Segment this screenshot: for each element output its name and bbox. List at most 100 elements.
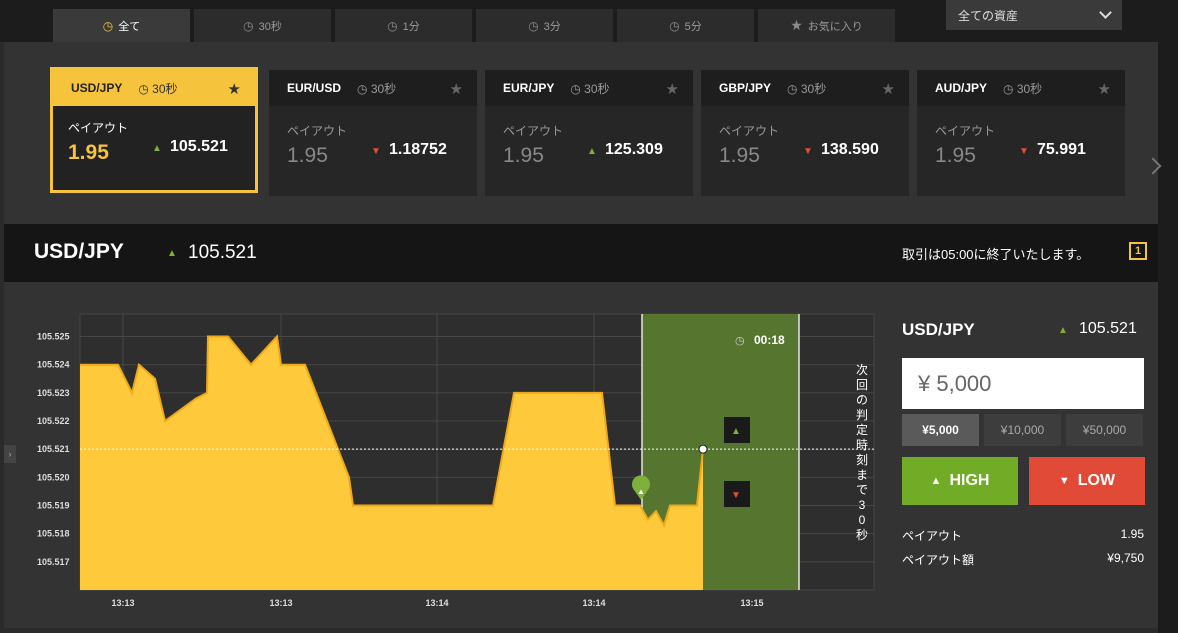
quick-amount-5000[interactable]: ¥5,000	[902, 414, 979, 446]
card-time: ◷ 30秒	[1003, 81, 1043, 96]
tab-label: 30秒	[258, 20, 282, 33]
arrow-down-icon: ▼	[1058, 475, 1070, 487]
vertical-text-char: 0	[859, 513, 866, 527]
clock-icon: ◷	[669, 18, 680, 33]
low-indicator	[724, 481, 750, 507]
y-tick-label: 105.519	[37, 501, 70, 511]
vertical-text-char: 時	[856, 438, 868, 452]
asset-card-eurusd[interactable]: EUR/USD ◷ 30秒 ★ ペイアウト 1.95 ▼ 1.18752	[269, 70, 477, 196]
card-payout-label: ペイアウト	[935, 124, 996, 138]
entry-marker-icon	[631, 475, 650, 500]
card-payout-value: 1.95	[503, 144, 544, 167]
y-tick-label: 105.525	[37, 332, 70, 342]
y-tick-label: 105.524	[37, 360, 70, 370]
card-pair: AUD/JPY	[935, 81, 988, 95]
x-tick-label: 13:14	[425, 598, 448, 608]
star-icon[interactable]: ★	[1097, 81, 1111, 98]
tab-3min[interactable]: ◷ 3分	[476, 9, 613, 42]
arrow-up-icon: ▲	[587, 146, 597, 157]
card-header: USD/JPY ◷ 30秒 ★	[53, 70, 255, 106]
card-price: 138.590	[821, 141, 879, 158]
high-label: HIGH	[949, 472, 990, 489]
amount-input[interactable]: ¥ 5,000	[902, 358, 1144, 409]
tab-5min[interactable]: ◷ 5分	[617, 9, 754, 42]
vertical-text-char: 回	[856, 378, 868, 392]
price-line	[80, 334, 704, 528]
vertical-text-char: 次	[856, 363, 868, 377]
payout-row: ペイアウト 1.95	[902, 527, 1144, 544]
payout-amount-row: ペイアウト額 ¥9,750	[902, 551, 1144, 568]
arrow-up-icon: ▲	[167, 248, 177, 259]
tab-label: 全て	[118, 20, 141, 33]
tab-all[interactable]: ◷ 全て	[53, 9, 190, 42]
payout-amount-value: ¥9,750	[1107, 551, 1144, 565]
card-pair: GBP/JPY	[719, 81, 772, 95]
period-tab-bar: ◷ 全て ◷ 30秒 ◷ 1分 ◷ 3分 ◷ 5分 ★ お気に入り 全ての資産	[0, 0, 1178, 42]
clock-icon: ◷	[387, 18, 398, 33]
history-icon: ◷	[735, 335, 745, 347]
card-time: ◷ 30秒	[570, 81, 610, 96]
vertical-text-char: 刻	[856, 453, 868, 467]
card-payout-value: 1.95	[719, 144, 760, 167]
high-button[interactable]: ▲ HIGH	[902, 457, 1018, 505]
asset-filter-select[interactable]: 全ての資産	[946, 0, 1122, 30]
arrow-up-icon: ▲	[1058, 325, 1068, 336]
symbol-title: USD/JPY	[34, 240, 124, 263]
x-tick-label: 13:13	[111, 598, 134, 608]
trading-end-message: 取引は05:00に終了いたします。	[902, 247, 1090, 262]
y-tick-label: 105.518	[37, 529, 70, 539]
arrow-down-icon: ▼	[371, 146, 381, 157]
vertical-text-char: 判	[856, 408, 868, 422]
high-indicator	[724, 417, 750, 443]
payout-value: 1.95	[1120, 527, 1144, 541]
asset-card-audjpy[interactable]: AUD/JPY ◷ 30秒 ★ ペイアウト 1.95 ▼ 75.991	[917, 70, 1125, 196]
quick-amount-50000[interactable]: ¥50,000	[1066, 414, 1143, 446]
low-label: LOW	[1077, 472, 1116, 489]
star-icon[interactable]: ★	[665, 81, 679, 98]
asset-card-eurjpy[interactable]: EUR/JPY ◷ 30秒 ★ ペイアウト 1.95 ▲ 125.309	[485, 70, 693, 196]
y-tick-label: 105.522	[37, 416, 70, 426]
panel-price: 105.521	[1079, 320, 1137, 337]
side-expand-handle[interactable]: ›	[4, 445, 16, 463]
tab-favorites[interactable]: ★ お気に入り	[758, 9, 895, 42]
star-icon[interactable]: ★	[881, 81, 895, 98]
position-count-icon[interactable]: 1	[1129, 242, 1147, 260]
asset-card-gbpjpy[interactable]: GBP/JPY ◷ 30秒 ★ ペイアウト 1.95 ▼ 138.590	[701, 70, 909, 196]
asset-card-usdjpy[interactable]: USD/JPY ◷ 30秒 ★ ペイアウト 1.95 ▲ 105.521	[50, 67, 258, 193]
current-price-dot	[698, 444, 708, 454]
star-icon[interactable]: ★	[227, 81, 241, 98]
card-payout-value: 1.95	[287, 144, 328, 167]
x-tick-label: 13:15	[740, 598, 763, 608]
arrow-down-icon: ▼	[803, 146, 813, 157]
vertical-text-char: 3	[859, 498, 866, 512]
card-header: AUD/JPY ◷ 30秒 ★	[917, 70, 1125, 106]
low-button[interactable]: ▼ LOW	[1029, 457, 1145, 505]
card-pair: EUR/USD	[287, 81, 342, 95]
y-tick-label: 105.517	[37, 557, 70, 567]
card-time: ◷ 30秒	[787, 81, 827, 96]
star-icon[interactable]: ★	[449, 81, 463, 98]
card-payout-label: ペイアウト	[503, 124, 564, 138]
card-price: 125.309	[605, 141, 663, 158]
symbol-bar: USD/JPY ▲ 105.521 取引は05:00に終了いたします。 1	[4, 224, 1158, 282]
tab-label: 1分	[402, 20, 420, 33]
arrow-up-icon: ▲	[930, 475, 942, 487]
quick-amount-10000[interactable]: ¥10,000	[984, 414, 1061, 446]
card-header: GBP/JPY ◷ 30秒 ★	[701, 70, 909, 106]
tab-label: 3分	[543, 20, 561, 33]
tab-label: お気に入り	[807, 20, 863, 33]
tab-30sec[interactable]: ◷ 30秒	[194, 9, 331, 42]
tab-1min[interactable]: ◷ 1分	[335, 9, 472, 42]
vertical-text-char: で	[856, 483, 868, 497]
clock-icon: ◷	[102, 18, 114, 33]
card-payout-value: 1.95	[935, 144, 976, 167]
clock-icon: ◷	[528, 18, 539, 33]
card-time: ◷ 30秒	[357, 81, 397, 96]
x-tick-label: 13:13	[269, 598, 292, 608]
right-edge	[1158, 0, 1178, 633]
entry-marker-arrow: ▲	[637, 487, 645, 496]
arrow-up-icon: ▲	[731, 426, 741, 437]
y-tick-label: 105.521	[37, 444, 70, 454]
card-price: 105.521	[170, 138, 228, 155]
